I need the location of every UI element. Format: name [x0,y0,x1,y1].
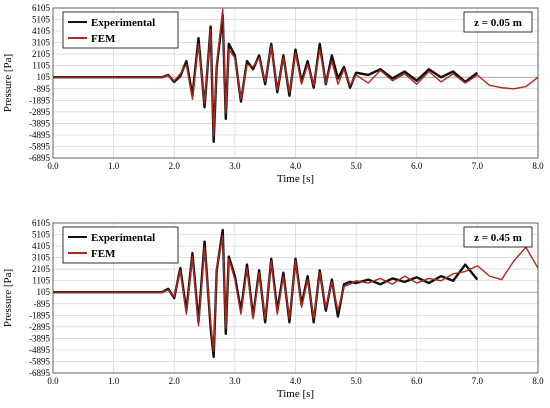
y-tick-label: -3895 [29,333,50,343]
y-tick-label: 5105 [32,15,51,25]
panel-label-box [463,226,533,248]
y-tick-label: -6895 [29,368,50,378]
x-tick-label: 6.0 [411,376,423,386]
plot-frame [52,222,539,374]
y-tick-label: 4105 [32,26,51,36]
panel-label-box [463,11,533,33]
x-tick-label: 7.0 [472,376,484,386]
y-tick-label: -4895 [29,345,50,355]
y-tick-label: -2895 [29,322,50,332]
y-tick-label: -1895 [29,95,50,105]
y-axis-label: Pressure [Pa] [2,269,14,327]
x-tick-label: 8.0 [532,161,544,171]
y-tick-label: -4895 [29,130,50,140]
y-tick-label: 105 [37,287,51,297]
y-tick-label: 1105 [32,276,50,286]
legend-label: Experimental [91,232,155,244]
x-tick-label: 0.0 [47,376,59,386]
y-tick-label: 3105 [32,38,51,48]
legend-label: Experimental [91,17,155,29]
x-tick-label: 0.0 [47,161,59,171]
y-tick-label: 2105 [32,264,51,274]
x-tick-label: 1.0 [108,376,120,386]
y-tick-label: 5105 [32,230,51,240]
y-tick-label: -895 [34,299,51,309]
y-tick-label: -5895 [29,141,50,151]
panel-label: z = 0.05 m [474,17,522,29]
x-tick-label: 1.0 [108,161,120,171]
x-tick-label: 4.0 [290,161,302,171]
y-tick-label: 4105 [32,241,51,251]
y-tick-label: 6105 [32,3,51,13]
legend-box [62,11,179,49]
x-tick-label: 2.0 [169,376,181,386]
series-line-fem [53,8,539,137]
legend-box [62,226,179,264]
plot-frame [52,7,539,159]
x-tick-label: 2.0 [169,161,181,171]
y-tick-label: 1105 [32,61,50,71]
x-tick-label: 7.0 [472,161,484,171]
y-tick-label: -2895 [29,107,50,117]
x-axis-label: Time [s] [277,388,314,400]
x-tick-label: 3.0 [229,376,241,386]
x-tick-label: 5.0 [351,376,363,386]
legend: Experimental FEM [62,226,179,264]
y-axis-label: Pressure [Pa] [2,54,14,112]
y-tick-label: 105 [37,72,51,82]
panel-label: z = 0.45 m [474,232,522,244]
y-tick-label: -3895 [29,118,50,128]
x-axis-label: Time [s] [277,173,314,185]
legend-label: FEM [91,248,116,260]
x-tick-label: 8.0 [532,376,544,386]
series-line-fem [53,235,539,352]
y-tick-label: -6895 [29,153,50,163]
y-tick-label: 2105 [32,49,51,59]
legend: Experimental FEM [62,11,179,49]
x-tick-label: 6.0 [411,161,423,171]
y-tick-label: -5895 [29,356,50,366]
y-tick-label: -1895 [29,310,50,320]
x-tick-label: 3.0 [229,161,241,171]
x-tick-label: 5.0 [351,161,363,171]
y-tick-label: 6105 [32,218,51,228]
y-tick-label: -895 [34,84,51,94]
y-tick-label: 3105 [32,253,51,263]
legend-label: FEM [91,33,116,45]
x-tick-label: 4.0 [290,376,302,386]
